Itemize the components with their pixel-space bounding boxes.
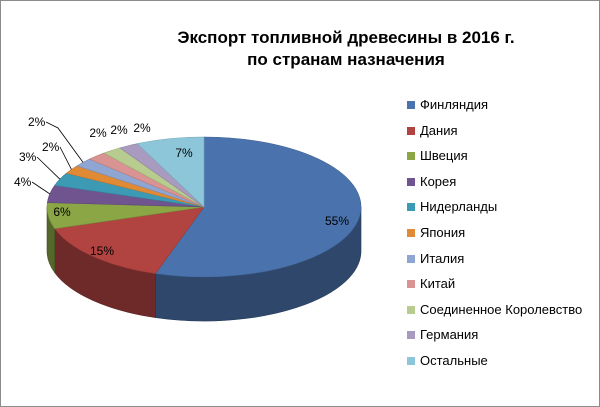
pie-tops [46,136,362,278]
data-label-10: 7% [175,146,193,160]
legend-swatch-4 [407,203,415,212]
data-label-9: 2% [133,121,151,135]
legend-label-9: Германия [420,327,479,343]
legend-label-7: Китай [420,276,456,292]
legend-label-6: Италия [420,250,465,266]
leader-line-5 [59,146,72,170]
legend-swatch-2 [407,152,415,161]
chart-title: Экспорт топливной древесины в 2016 г. по… [151,27,541,71]
legend-label-1: Дания [420,122,458,138]
legend-swatch-5 [407,229,415,237]
data-label-5: 2% [42,140,60,154]
legend-label-10: Остальные [420,353,488,368]
data-label-3: 4% [14,175,32,189]
data-label-1: 15% [90,244,114,258]
legend-swatch-0 [407,101,415,109]
legend-label-5: Япония [420,225,466,240]
leader-line-6 [45,121,84,163]
legend-label-3: Корея [420,173,457,189]
data-labels: 55%15%6%4%3%2%2%2% 2% 2%7% [14,115,349,258]
legend-label-4: Нидерланды [420,199,498,215]
legend-swatch-1 [407,126,415,135]
pie-slice-0 [154,136,362,278]
data-label-2: 6% [53,205,71,219]
data-label-7: 2% [89,126,107,140]
leader-line-3 [31,181,51,195]
pie-slice-1 [54,206,205,274]
legend-swatch-6 [407,254,415,263]
data-label-8: 2% [110,123,128,137]
chart-title-line-2: по странам назначения [247,50,445,69]
chart-title-line-1: Экспорт топливной древесины в 2016 г. [177,28,515,47]
legend-swatch-9 [407,331,415,340]
legend-label-2: Швеция [420,148,468,164]
data-label-6: 2% [28,115,46,129]
leader-lines [31,121,84,195]
legend-label-8: Соединенное Королевство [420,301,583,317]
legend-swatch-7 [407,280,415,289]
legend-swatch-3 [407,177,415,186]
legend-swatch-10 [407,357,415,365]
legend-swatch-8 [407,305,415,314]
pie-slice-10 [136,136,205,208]
data-label-4: 3% [19,150,37,164]
data-label-0: 55% [325,214,349,228]
legend-label-0: Финляндия [420,97,489,112]
leader-line-4 [36,156,61,180]
